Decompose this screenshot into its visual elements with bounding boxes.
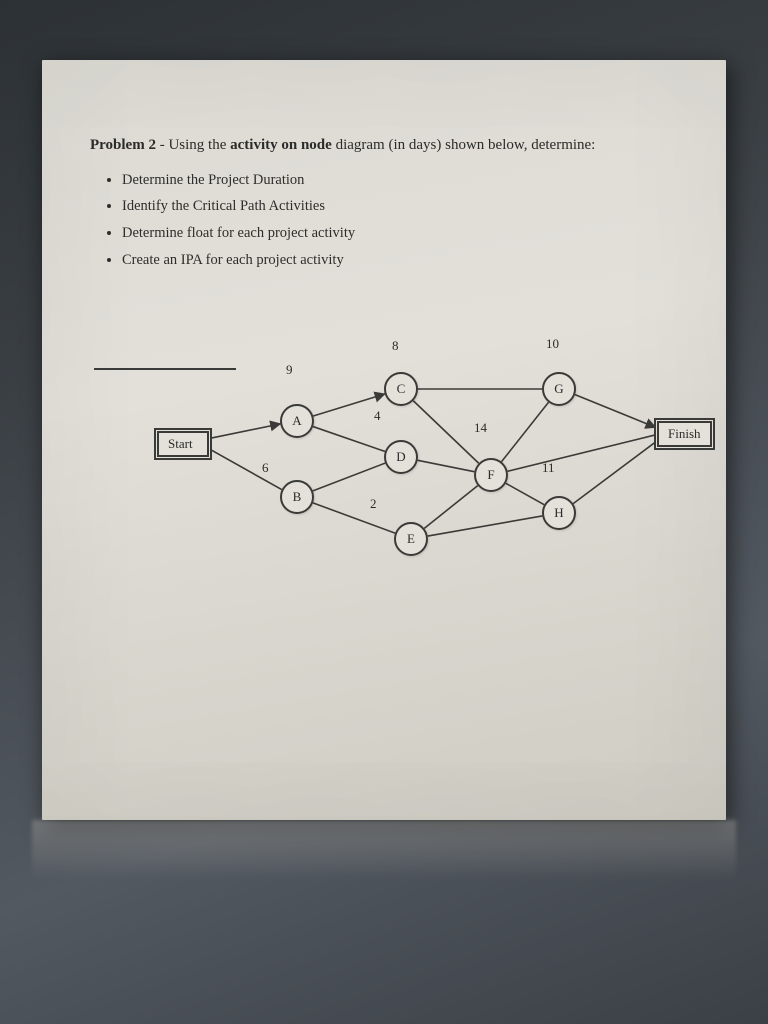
duration-D: 4 [374,408,381,424]
heading-rest: diagram (in days) shown below, determine… [332,137,596,153]
aon-diagram: StartFinishA9B6C8D4E2F14G10H11 [94,300,694,600]
list-item: Create an IPA for each project activity [122,247,678,274]
duration-G: 10 [546,336,559,352]
paper-bottom-shadow [32,820,736,880]
duration-E: 2 [370,496,377,512]
list-item: Determine the Project Duration [122,167,678,194]
edge-F-H [506,483,544,504]
edge-E-F [424,485,477,528]
task-list: Determine the Project Duration Identify … [104,167,678,274]
edge-start-B [205,446,281,489]
edge-H-finish [573,439,658,503]
edge-A-D [313,426,385,451]
node-F: F [474,458,508,492]
node-G: G [542,372,576,406]
edge-E-H [428,516,543,536]
edge-F-G [502,402,549,461]
node-D: D [384,440,418,474]
duration-C: 8 [392,338,399,354]
problem-heading: Problem 2 - Using the activity on node d… [90,134,678,157]
duration-A: 9 [286,362,293,378]
node-A: A [280,404,314,438]
finish-node: Finish [654,418,715,450]
node-C: C [384,372,418,406]
node-E: E [394,522,428,556]
duration-B: 6 [262,460,269,476]
paper-sheet: Problem 2 - Using the activity on node d… [42,60,726,820]
edge-C-F [413,400,478,463]
start-node: Start [154,428,212,460]
edge-start-A [208,424,281,439]
edge-B-E [313,503,395,533]
edge-D-F [418,460,475,471]
duration-H: 11 [542,460,555,476]
edge-B-D [313,463,385,491]
list-item: Determine float for each project activit… [122,220,678,247]
node-B: B [280,480,314,514]
problem-label: Problem 2 [90,137,156,153]
node-H: H [542,496,576,530]
heading-emph: activity on node [230,137,332,153]
edge-G-finish [575,394,656,427]
list-item: Identify the Critical Path Activities [122,193,678,220]
edge-F-finish [508,435,655,471]
duration-F: 14 [474,420,487,436]
content-area: Problem 2 - Using the activity on node d… [42,60,726,620]
heading-intro: - Using the [156,137,230,153]
